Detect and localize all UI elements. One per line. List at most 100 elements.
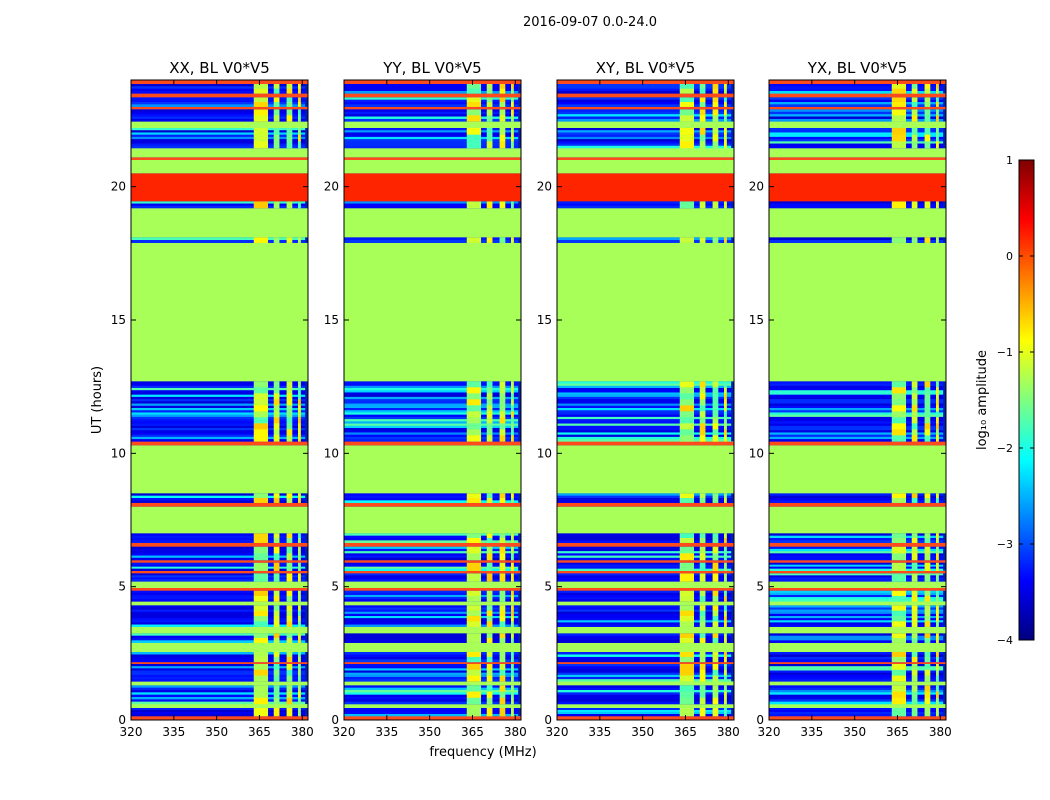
heatmap-rfi-cell (891, 393, 907, 400)
heatmap-rfi-cell (286, 708, 293, 717)
heatmap-row (557, 116, 734, 120)
heatmap-row (557, 566, 734, 569)
heatmap-rfi-cell (253, 633, 269, 639)
heatmap-rfi-cell (499, 201, 506, 209)
heatmap-rfi-cell (712, 405, 719, 412)
heatmap-row (344, 685, 521, 688)
heatmap-rfi-cell (253, 610, 269, 617)
heatmap-band-hot (131, 560, 308, 563)
heatmap-rfi-cell (286, 656, 293, 663)
heatmap-band-flag (557, 121, 734, 128)
heatmap-band-flag (769, 148, 946, 158)
heatmap-rfi-cell (486, 616, 493, 622)
heatmap-rfi-cell (911, 423, 918, 430)
heatmap-rfi-cell (466, 237, 482, 243)
heatmap-rfi-cell (679, 237, 695, 243)
heatmap-rfi-cell (499, 697, 506, 705)
heatmap-row (769, 613, 946, 617)
heatmap-row (131, 616, 308, 619)
heatmap-rfi-cell (286, 573, 293, 582)
heatmap-rfi-cell (712, 590, 719, 597)
heatmap-rfi-cell (286, 538, 293, 543)
heatmap-rfi-cell (286, 399, 293, 406)
heatmap-rfi-cell (273, 546, 280, 554)
y-tick-label: 5 (331, 580, 339, 594)
x-tick-label: 380 (929, 725, 952, 739)
heatmap-row (557, 577, 734, 580)
heatmap-rfi-cell (298, 562, 301, 571)
heatmap-rfi-cell (273, 573, 280, 582)
heatmap-rfi-cell (273, 84, 280, 89)
heatmap-row (769, 434, 946, 438)
heatmap-row (769, 622, 946, 625)
heatmap-band-flag (344, 626, 521, 634)
heatmap-row (131, 692, 308, 695)
heatmap-row (769, 677, 946, 680)
heatmap-band-edge (731, 381, 734, 442)
heatmap-band-edge (943, 128, 946, 148)
heatmap-row (769, 205, 946, 209)
heatmap-row (769, 203, 946, 207)
heatmap-row (344, 109, 521, 113)
heatmap-row (344, 419, 521, 422)
heatmap-rfi-cell (699, 405, 706, 412)
colorbar-tick-label: −1 (997, 346, 1013, 359)
heatmap-rfi-cell (712, 493, 719, 499)
heatmap-rfi-cell (699, 393, 706, 400)
heatmap-row (131, 430, 308, 433)
heatmap-band-edge (731, 97, 734, 107)
heatmap-rfi-cell (253, 493, 269, 499)
heatmap-rfi-cell (712, 596, 719, 602)
heatmap-rfi-cell (936, 411, 939, 418)
heatmap-rfi-cell (724, 201, 727, 209)
heatmap-rfi-cell (924, 88, 931, 94)
heatmap-rfi-cell (511, 656, 514, 663)
heatmap-rfi-cell (273, 664, 280, 671)
heatmap-rfi-cell (466, 393, 482, 400)
heatmap-row (131, 579, 308, 582)
heatmap-band-edge (305, 664, 308, 682)
heatmap-rfi-cell (298, 115, 301, 122)
heatmap-rfi-cell (298, 656, 301, 663)
heatmap-row (131, 659, 308, 663)
heatmap-row (131, 118, 308, 122)
heatmap-band-hot (344, 716, 521, 720)
heatmap-row (557, 652, 734, 655)
colorbar: 1 0 −1 −2 −3 −4 log₁₀ amplitude (975, 154, 1035, 647)
heatmap-band-orange (344, 173, 521, 202)
heatmap-row (131, 132, 308, 135)
heatmap-rfi-cell (466, 697, 482, 705)
heatmap-rfi-cell (724, 553, 727, 561)
heatmap-row (344, 132, 521, 135)
heatmap-rfi-cell (679, 387, 695, 394)
heatmap-rfi-cell (298, 88, 301, 94)
heatmap-rfi-cell (699, 141, 706, 149)
heatmap-band-flag (344, 601, 521, 606)
heatmap-band-edge (731, 605, 734, 627)
heatmap-rfi-cell (712, 115, 719, 122)
heatmap-rfi-cell (911, 435, 918, 442)
heatmap-band-edge (731, 128, 734, 148)
heatmap-rfi-cell (499, 656, 506, 663)
heatmap-rfi-cell (298, 533, 301, 539)
heatmap-rfi-cell (679, 538, 695, 543)
heatmap-band-edge (943, 546, 946, 560)
heatmap-rfi-cell (466, 610, 482, 617)
heatmap-rfi-cell (936, 405, 939, 412)
heatmap-row (344, 579, 521, 582)
heatmap-rfi-cell (924, 562, 931, 571)
heatmap-rfi-cell (511, 669, 514, 676)
heatmap-rfi-cell (273, 399, 280, 406)
heatmap-rfi-cell (911, 237, 918, 243)
heatmap-rfi-cell (911, 538, 918, 543)
heatmap-row (131, 557, 308, 561)
heatmap-rfi-cell (499, 493, 506, 499)
heatmap-rfi-cell (891, 675, 907, 682)
heatmap-rfi-cell (253, 638, 269, 643)
heatmap-rfi-cell (286, 411, 293, 418)
heatmap-rfi-cell (286, 141, 293, 149)
heatmap-band-edge (518, 84, 521, 94)
heatmap-row (557, 618, 734, 621)
heatmap-row (557, 568, 734, 571)
heatmap-rfi-cell (466, 84, 482, 89)
